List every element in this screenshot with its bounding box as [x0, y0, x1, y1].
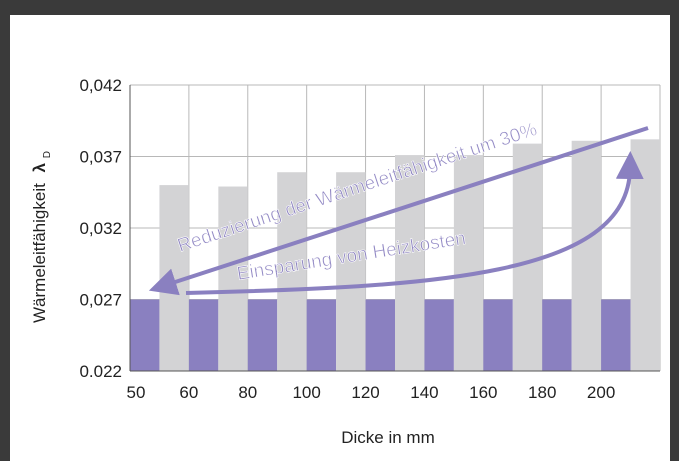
x-tick-label: 50 [127, 383, 146, 402]
x-tick-labels: 50 60 80 100 120 140 160 180 200 [127, 383, 616, 402]
bar-series-1 [188, 299, 219, 371]
x-tick-label: 200 [587, 383, 615, 402]
bar-series-1 [130, 299, 160, 371]
y-tick-label: 0,042 [79, 76, 122, 95]
y-tick-label: 0,037 [79, 148, 122, 167]
bar-series-1 [365, 299, 395, 371]
x-tick-label: 120 [351, 383, 379, 402]
y-axis-subscript: D [42, 151, 53, 158]
y-axis-label: Wärmeleitfähigkeit [30, 183, 49, 323]
bar-chart: 0.022 0,027 0,032 0,037 0,042 50 60 80 100 120 14… [30, 76, 661, 447]
bar-series-1 [247, 299, 278, 371]
x-tick-label: 180 [528, 383, 556, 402]
y-tick-labels: 0.022 0,027 0,032 0,037 0,042 [79, 76, 122, 381]
bar-series-2 [218, 186, 248, 371]
bar-series-1 [483, 299, 513, 371]
bar-series-2 [571, 140, 602, 371]
bar-series-2 [512, 143, 543, 371]
bar-series-1 [306, 299, 337, 371]
y-tick-label: 0,027 [79, 291, 122, 310]
y-axis-symbol: λ [30, 162, 49, 172]
x-tick-label: 80 [238, 383, 257, 402]
bars [130, 139, 660, 371]
bar-series-1 [424, 299, 454, 371]
x-tick-label: 100 [292, 383, 320, 402]
reduction-arrow [148, 126, 649, 296]
bar-series-2 [336, 172, 366, 371]
y-tick-label: 0,032 [79, 219, 122, 238]
bar-series-2 [395, 155, 425, 371]
bar-series-1 [542, 299, 572, 371]
savings-arrow [185, 151, 644, 295]
x-axis-title: Dicke in mm [341, 428, 435, 447]
y-axis-title: Wärmeleitfähigkeit λ D [30, 151, 53, 323]
bar-series-2 [277, 172, 307, 371]
bar-series-1 [601, 299, 631, 371]
x-tick-label: 60 [179, 383, 198, 402]
x-tick-label: 140 [410, 383, 438, 402]
chart-panel: 0.022 0,027 0,032 0,037 0,042 50 60 80 100 120 14… [10, 15, 670, 461]
bar-series-2 [630, 139, 660, 371]
axes [129, 85, 660, 372]
x-tick-label: 160 [469, 383, 497, 402]
y-tick-label: 0.022 [79, 362, 122, 381]
